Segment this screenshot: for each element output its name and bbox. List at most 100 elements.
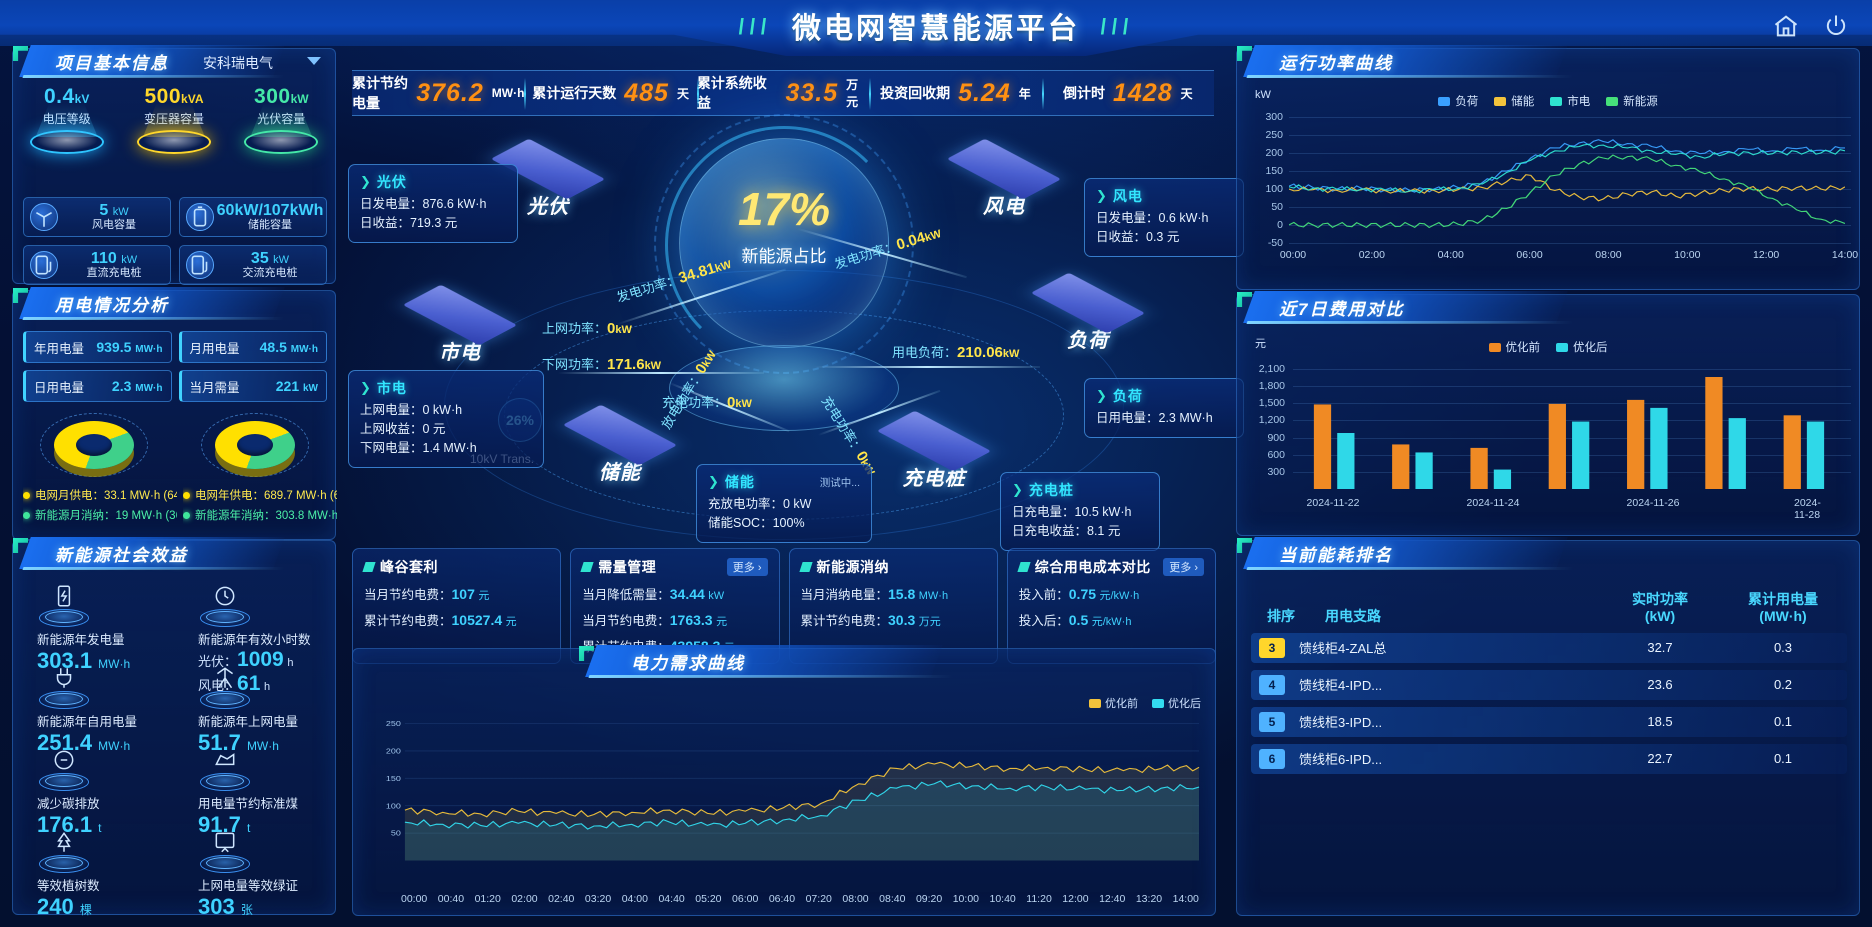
power-legend-item-3[interactable]: 新能源 bbox=[1606, 93, 1658, 109]
flow-card-title: 光伏 bbox=[376, 174, 407, 190]
capacity-value: 300 bbox=[254, 85, 291, 108]
cost-legend-item-0[interactable]: 优化前 bbox=[1488, 339, 1540, 355]
kpi-label: 累计运行天数 bbox=[532, 85, 617, 101]
flow-node-wind[interactable]: 风电 bbox=[944, 138, 1064, 219]
flow-card-row: 日发电量：0.6 kW·h bbox=[1096, 211, 1209, 225]
social-item-3: 新能源年上网电量 51.7 MW·h bbox=[174, 663, 335, 756]
usage-card-1: 月用电量 48.5 MW·h bbox=[178, 331, 327, 363]
arrow-icon: ❯ bbox=[1096, 188, 1107, 203]
demand-xtick: 09:20 bbox=[915, 893, 943, 905]
flow-node-ev[interactable]: 充电桩 bbox=[874, 410, 994, 491]
flow-card-ev: ❯ 充电桩 日充电量：10.5 kW·h 日充电收益：8.1 元 bbox=[1000, 472, 1160, 551]
plug-icon bbox=[37, 663, 91, 709]
capacity-unit: kW bbox=[290, 92, 309, 106]
demand-xtick: 11:20 bbox=[1026, 893, 1052, 905]
flow-node-load[interactable]: 负荷 bbox=[1028, 272, 1148, 353]
capacity-item-0: 0.4kV 电压等级 bbox=[17, 85, 117, 154]
rank-index: 5 bbox=[1259, 711, 1285, 732]
metric-marker-icon bbox=[1017, 562, 1031, 572]
social-item-1: 新能源年有效小时数 光伏：1009 h 风电：61 h bbox=[174, 581, 335, 696]
basic-cell-3: 35 kW 交流充电桩 bbox=[179, 245, 327, 285]
panel-power-curve: 运行功率曲线 kW 负荷 储能 市电 新能源 -50 0 50 100 150 200 250 30… bbox=[1235, 45, 1861, 290]
panel-social-benefit: 新能源社会效益 新能源年发电量 303.1 MW·h 新能源年有效小时数 光伏：100… bbox=[12, 537, 336, 919]
usage-card-grid: 年用电量 939.5 MW·h 月用电量 48.5 MW·h 日用电量 2.3 MW·h 当… bbox=[23, 331, 327, 402]
usage-card-label: 日用电量 bbox=[34, 380, 85, 395]
metric-title: 需量管理 bbox=[598, 559, 657, 575]
social-item-4: 减少碳排放 176.1 t bbox=[13, 745, 174, 838]
flow-card-grid: ❯ 市电 上网电量：0 kW·h 上网收益：0 元 下网电量：1.4 MW·h bbox=[348, 370, 544, 468]
usage-card-0: 年用电量 939.5 MW·h bbox=[23, 331, 172, 363]
legend-text: 新能源年消纳：303.8 MW·h (31%) bbox=[195, 510, 337, 522]
cell-label: 交流充电桩 bbox=[242, 266, 298, 279]
rank-row[interactable]: 3 馈线柜4-ZAL总 32.7 0.3 bbox=[1251, 632, 1847, 663]
legend-row-1: 新能源年消纳：303.8 MW·h (31%) bbox=[183, 507, 337, 523]
legend-label: 新能源 bbox=[1623, 96, 1658, 108]
rank-column-header-2: 实时功率 (kW) bbox=[1601, 591, 1719, 625]
cell-value: 60kW/107kWh bbox=[216, 201, 324, 219]
flow-node-storage[interactable]: 储能 bbox=[560, 404, 680, 485]
panel-power-header: 运行功率曲线 bbox=[1235, 45, 1861, 79]
rank-branch-name: 馈线柜4-ZAL总 bbox=[1299, 641, 1387, 657]
metric-more-button[interactable]: 更多 › bbox=[726, 558, 768, 576]
title-underline bbox=[1246, 75, 1574, 78]
rank-index: 3 bbox=[1259, 637, 1285, 658]
demand-legend-item-0[interactable]: 优化前 bbox=[1089, 695, 1138, 711]
rank-row[interactable]: 6 馈线柜6-IPD... 22.7 0.1 bbox=[1251, 743, 1847, 774]
flow-line-grid bbox=[558, 372, 764, 374]
social-label: 用电量节约标准煤 bbox=[198, 797, 299, 811]
gridline bbox=[1289, 135, 1851, 136]
project-select-value[interactable]: 安科瑞电气 bbox=[203, 55, 273, 71]
legend-label: 储能 bbox=[1511, 96, 1535, 108]
svg-text:50: 50 bbox=[391, 828, 401, 837]
legend-swatch bbox=[1488, 342, 1501, 352]
cost-unit-label: 元 bbox=[1255, 338, 1266, 350]
cost-legend: 优化前 优化后 bbox=[1237, 339, 1859, 355]
flow-label-import-power: 下网功率：171.6kW bbox=[542, 356, 662, 373]
kpi-strip: 累计节约电量 376.2 MW·h 累计运行天数 485 天累计系统收益 33.5 万元 投资回… bbox=[352, 70, 1214, 116]
icon-pad-inner bbox=[45, 693, 83, 705]
rank-total: 0.1 bbox=[1773, 751, 1793, 767]
flow-node-grid[interactable]: 市电 bbox=[400, 284, 520, 365]
cost-xtick: 2024-11-22 bbox=[1306, 497, 1360, 509]
rank-header-line1: 用电支路 bbox=[1325, 607, 1381, 624]
panel-title-text: 运行功率曲线 bbox=[1279, 54, 1393, 73]
power-ytick: 100 bbox=[1265, 183, 1283, 195]
battery-icon bbox=[186, 203, 214, 231]
basic-cell-2: 110 kW 直流充电桩 bbox=[23, 245, 171, 285]
gridline bbox=[1289, 153, 1851, 154]
flow-card-row: 日收益：0.3 元 bbox=[1096, 230, 1180, 244]
flow-node-solar[interactable]: 光伏 bbox=[488, 138, 608, 219]
home-icon[interactable] bbox=[1772, 12, 1800, 40]
metric-marker-icon bbox=[362, 562, 376, 572]
demand-legend-item-1[interactable]: 优化后 bbox=[1152, 695, 1201, 711]
power-xtick: 14:00 bbox=[1831, 249, 1859, 261]
chevron-down-icon[interactable] bbox=[307, 57, 321, 65]
donut-month bbox=[34, 409, 154, 481]
svg-text:150: 150 bbox=[386, 774, 401, 783]
metric-card-row: 峰谷套利 当月节约电费：107 元累计节约电费：10527.4 元 需量管理 更多 ›… bbox=[352, 548, 1216, 664]
rank-row[interactable]: 5 馈线柜3-IPD... 18.5 0.1 bbox=[1251, 706, 1847, 737]
metric-more-button[interactable]: 更多 › bbox=[1163, 558, 1204, 576]
header-icons bbox=[1772, 12, 1850, 40]
power-ytick: -50 bbox=[1267, 237, 1283, 249]
power-ytick: 50 bbox=[1271, 201, 1283, 213]
demand-xtick: 04:40 bbox=[658, 893, 685, 905]
demand-xtick: 12:40 bbox=[1099, 893, 1126, 905]
rank-row[interactable]: 4 馈线柜4-IPD... 23.6 0.2 bbox=[1251, 669, 1847, 700]
power-chart: -50 0 50 100 150 200 250 300 00:00 02:00 04:00 06:… bbox=[1247, 89, 1858, 283]
social-item-6: 等效植树数 240 棵 bbox=[13, 827, 174, 920]
demand-xtick: 01:20 bbox=[474, 893, 501, 905]
usage-card-label: 年用电量 bbox=[34, 341, 85, 356]
legend-label: 优化后 bbox=[1168, 698, 1201, 710]
basic-cell-1: 60kW/107kWh 储能容量 bbox=[179, 197, 327, 237]
power-icon[interactable] bbox=[1822, 12, 1850, 40]
power-legend-item-0[interactable]: 负荷 bbox=[1438, 93, 1478, 109]
power-legend-item-2[interactable]: 市电 bbox=[1550, 93, 1590, 109]
cost-legend-item-1[interactable]: 优化后 bbox=[1556, 339, 1608, 355]
kpi-unit: MW·h bbox=[491, 86, 525, 100]
metric-row-1: 投入后：0.5 元/kW·h bbox=[1018, 612, 1132, 628]
panel-title-text: 新能源社会效益 bbox=[55, 546, 188, 565]
power-legend-item-1[interactable]: 储能 bbox=[1494, 93, 1534, 109]
panel-usage-analysis: 用电情况分析 年用电量 939.5 MW·h 月用电量 48.5 MW·h 日用电量 2.… bbox=[12, 287, 337, 540]
rank-header-line1: 实时功率 bbox=[1632, 591, 1688, 607]
